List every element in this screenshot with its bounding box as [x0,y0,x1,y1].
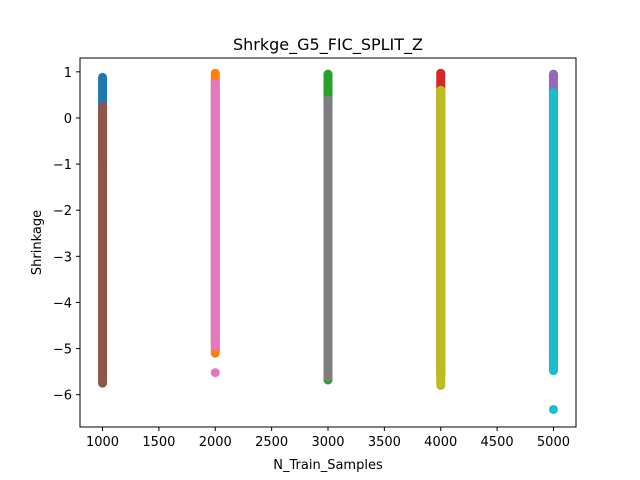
y-tick-label: 0 [64,112,72,127]
marks-layer [98,68,558,414]
x-tick-label: 4000 [424,435,457,450]
y-tick-label: −5 [53,343,72,358]
x-tick-label: 4500 [481,435,514,450]
scatter-series [210,78,220,378]
scatter-point-column [323,95,333,382]
scatter-point-column [436,85,446,390]
y-tick-label: −6 [53,389,72,404]
scatter-point [210,368,220,378]
y-tick-label: −4 [53,296,72,311]
scatter-point-column [210,78,220,351]
scatter-series [98,101,108,388]
y-tick-label: 1 [64,66,72,81]
y-axis-label: Shrinkage [30,210,45,275]
scatter-point-column [98,101,108,388]
x-tick-label: 1500 [142,435,175,450]
x-tick-label: 5000 [537,435,570,450]
x-tick-label: 3500 [368,435,401,450]
x-axis-label: N_Train_Samples [273,458,383,473]
scatter-series [548,88,558,414]
y-tick-label: −2 [53,204,72,219]
y-tick-label: −1 [53,158,72,173]
y-tick-label: −3 [53,250,72,265]
x-tick-label: 2500 [255,435,288,450]
x-tick-label: 1000 [86,435,119,450]
scatter-series [323,95,333,382]
x-tick-label: 3000 [311,435,344,450]
scatter-point-column [548,88,558,376]
ticks-layer: 1000 1500 2000 2500 3000 3500 4000 4500 5000 1 0 −1… [53,66,570,450]
scatter-series [436,85,446,390]
scatter-point [548,404,558,414]
x-tick-label: 2000 [199,435,232,450]
chart-title: Shrkge_G5_FIC_SPLIT_Z [233,35,423,55]
